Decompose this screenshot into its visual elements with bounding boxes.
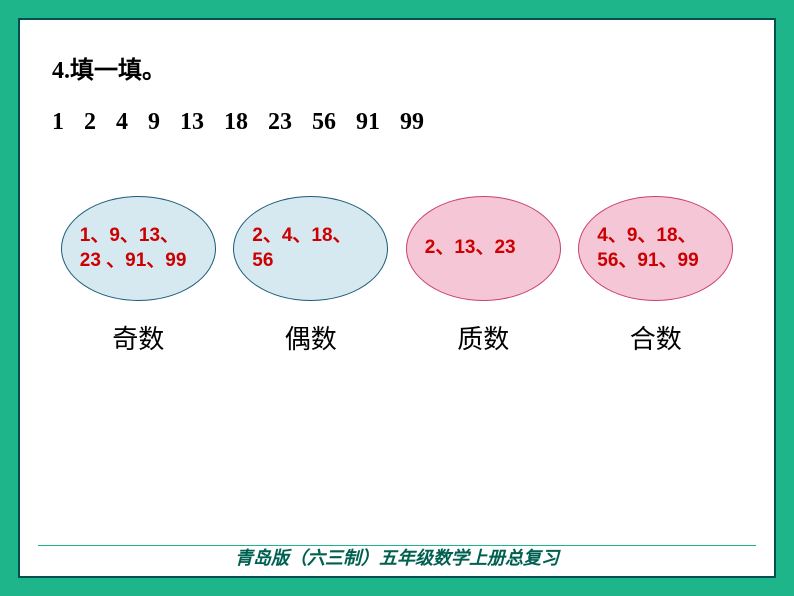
- category-prime: 2、13、23 质数: [406, 196, 561, 356]
- number-list: 1 2 4 9 13 18 23 56 91 99: [52, 109, 742, 136]
- label-composite: 合数: [630, 319, 682, 356]
- label-odd: 奇数: [112, 319, 164, 356]
- category-composite: 4、9、18、56、91、99 合数: [578, 196, 733, 356]
- label-prime: 质数: [457, 319, 509, 356]
- ellipse-composite-text: 4、9、18、56、91、99: [597, 224, 714, 273]
- label-even: 偶数: [285, 319, 337, 356]
- question-title: 4.填一填。: [52, 50, 742, 85]
- ellipse-composite: 4、9、18、56、91、99: [578, 196, 733, 301]
- category-even: 2、4、18、56 偶数: [233, 196, 388, 356]
- ellipse-even: 2、4、18、56: [233, 196, 388, 301]
- ellipse-odd-text: 1、9、13、23 、91、99: [80, 224, 197, 273]
- slide-frame: 4.填一填。 1 2 4 9 13 18 23 56 91 99 1、9、13、…: [18, 18, 776, 578]
- ellipse-even-text: 2、4、18、56: [252, 224, 369, 273]
- content-area: 4.填一填。 1 2 4 9 13 18 23 56 91 99 1、9、13、…: [20, 20, 774, 356]
- category-odd: 1、9、13、23 、91、99 奇数: [61, 196, 216, 356]
- footer-text: 青岛版（六三制）五年级数学上册总复习: [20, 544, 774, 570]
- ellipse-odd: 1、9、13、23 、91、99: [61, 196, 216, 301]
- ellipse-prime-text: 2、13、23: [425, 236, 542, 261]
- categories-row: 1、9、13、23 、91、99 奇数 2、4、18、56 偶数 2、13、23…: [52, 196, 742, 356]
- ellipse-prime: 2、13、23: [406, 196, 561, 301]
